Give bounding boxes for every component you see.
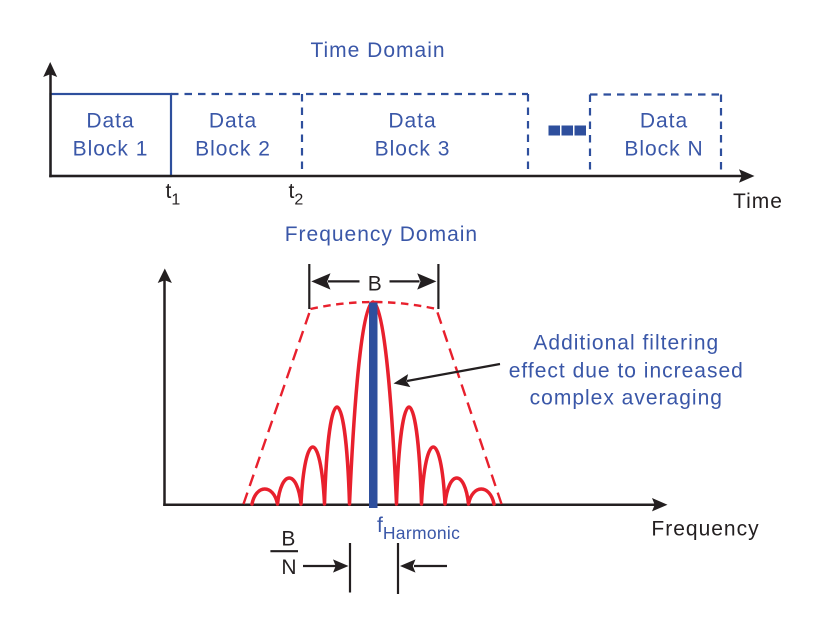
svg-text:Data: Data <box>388 110 436 133</box>
svg-text:Data: Data <box>209 110 257 133</box>
svg-text:Time: Time <box>733 190 783 213</box>
svg-text:Block 2: Block 2 <box>195 138 271 161</box>
svg-text:Data: Data <box>640 110 688 133</box>
svg-text:N: N <box>281 556 296 579</box>
svg-text:Time Domain: Time Domain <box>310 39 445 62</box>
svg-text:Frequency: Frequency <box>651 518 759 541</box>
svg-text:Frequency Domain: Frequency Domain <box>285 223 478 246</box>
svg-text:Data: Data <box>86 110 134 133</box>
svg-text:Block N: Block N <box>624 138 703 161</box>
svg-text:B: B <box>281 528 295 551</box>
svg-text:B: B <box>368 273 382 296</box>
svg-text:complex averaging: complex averaging <box>530 387 723 410</box>
svg-text:Block 1: Block 1 <box>73 138 149 161</box>
svg-text:effect due to increased: effect due to increased <box>509 359 744 382</box>
svg-text:Block 3: Block 3 <box>375 138 451 161</box>
svg-text:Additional filtering: Additional filtering <box>533 332 719 355</box>
